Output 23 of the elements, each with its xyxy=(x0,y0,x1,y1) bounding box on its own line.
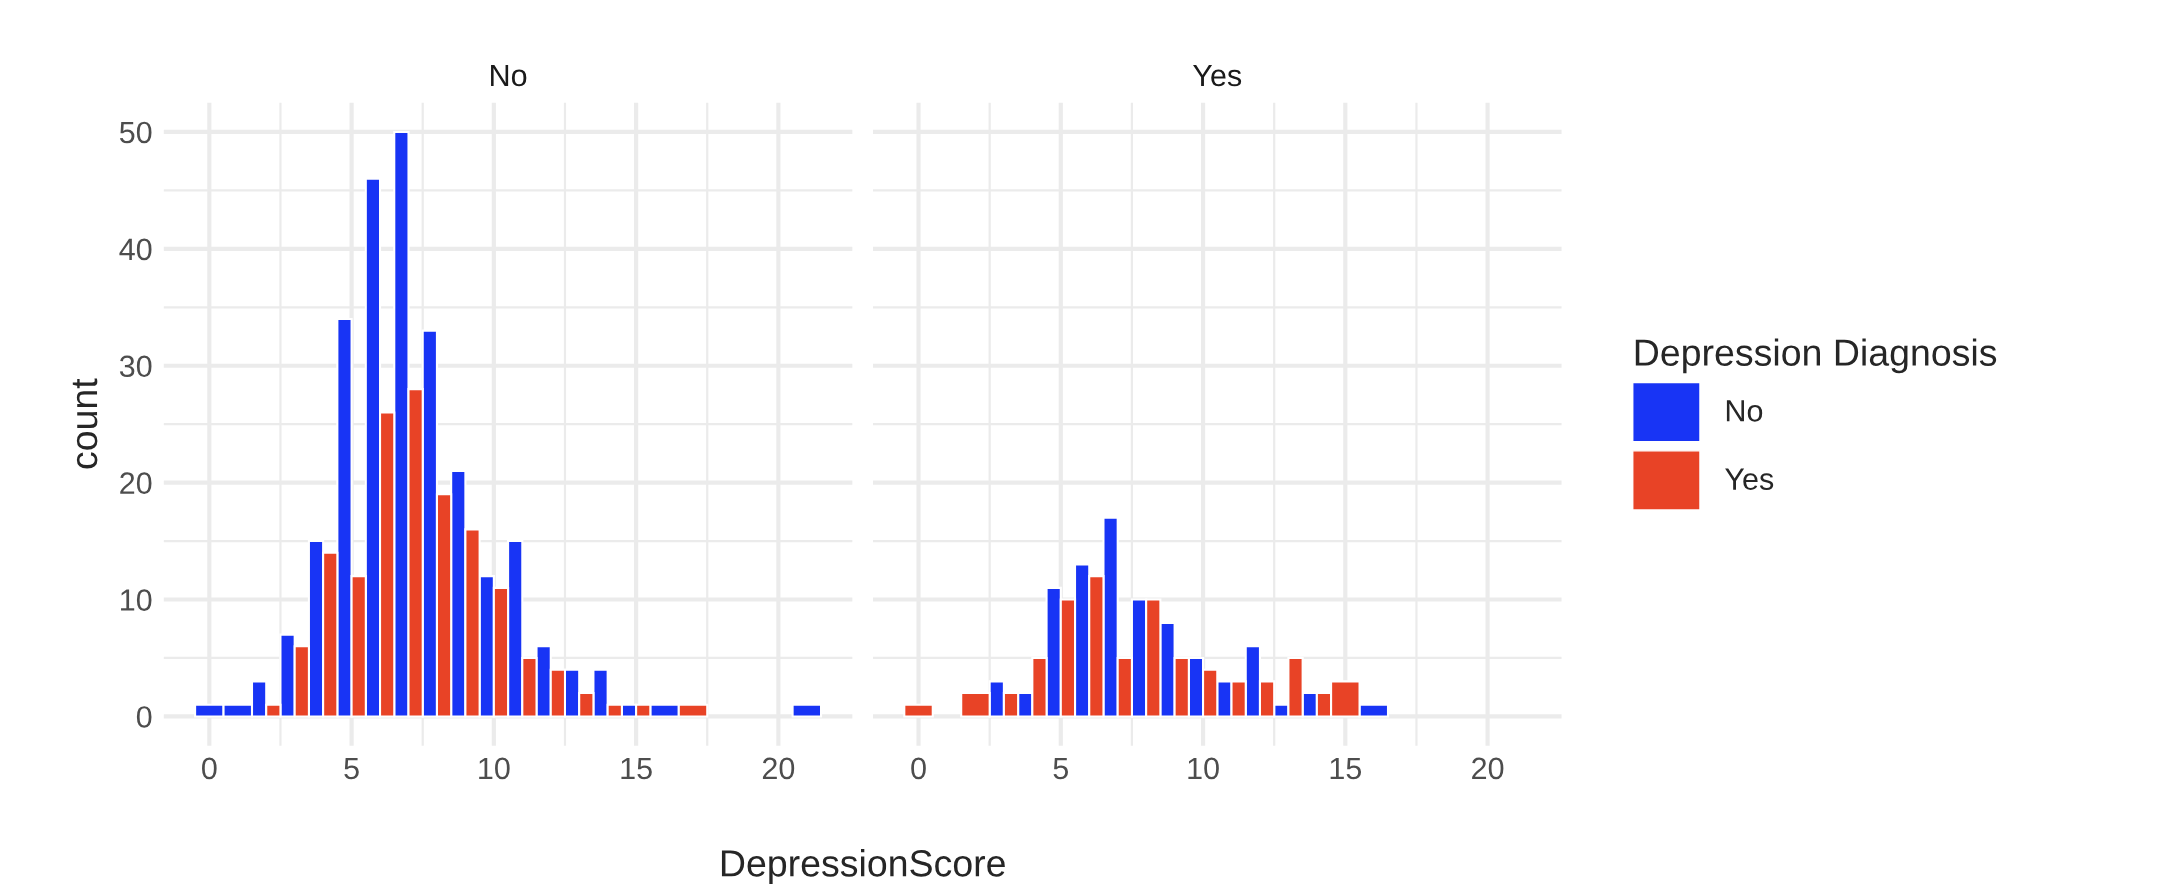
y-tick-label: 40 xyxy=(119,238,152,261)
x-tick-label: 20 xyxy=(1472,757,1504,780)
legend-title: Depression Diagnosis xyxy=(1635,338,1997,374)
chart-title: Yes xyxy=(1193,65,1242,87)
x-tick-label: 20 xyxy=(762,757,795,780)
y-tick-label: 0 xyxy=(136,706,152,728)
x-tick-label: 15 xyxy=(1330,757,1362,780)
chart-title: No xyxy=(491,65,527,87)
y-tick-label: 20 xyxy=(120,472,152,494)
x-axis-title: DepressionScore xyxy=(721,849,1005,885)
x-tick-label: 15 xyxy=(621,757,652,780)
x-tick-label: 0 xyxy=(202,757,217,780)
x-tick-label: 10 xyxy=(1188,757,1219,780)
y-tick-label: 30 xyxy=(119,355,152,378)
y-tick-label: 50 xyxy=(119,121,152,144)
x-tick-label: 5 xyxy=(344,757,359,780)
y-tick-label: 10 xyxy=(121,589,152,611)
x-tick-label: 5 xyxy=(1053,757,1069,780)
legend-label: Yes xyxy=(1725,468,1774,490)
x-tick-label: 0 xyxy=(911,757,926,780)
legend-label: No xyxy=(1726,400,1763,422)
y-axis-title: count xyxy=(72,378,98,469)
x-tick-label: 10 xyxy=(479,757,510,780)
